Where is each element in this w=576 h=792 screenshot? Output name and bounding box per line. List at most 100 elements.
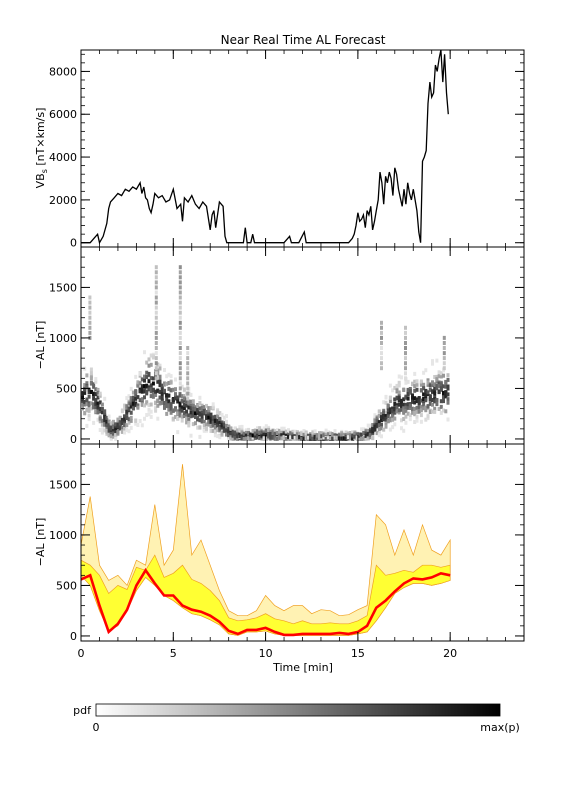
pdf-cell bbox=[96, 404, 100, 409]
pdf-cell bbox=[400, 418, 403, 423]
pdf-spike-cell bbox=[154, 280, 158, 285]
pdf-spike-cell bbox=[380, 330, 383, 335]
pdf-cell bbox=[433, 406, 437, 411]
pdf-cell bbox=[238, 425, 242, 430]
pdf-spike-cell bbox=[442, 335, 446, 340]
pdf-cell bbox=[218, 416, 222, 421]
al-pdf-y-axis-label: −AL [nT] bbox=[34, 321, 47, 370]
pdf-cell bbox=[366, 423, 370, 428]
pdf-cell bbox=[413, 379, 417, 384]
pdf-cell bbox=[342, 436, 346, 441]
pdf-cell bbox=[147, 379, 151, 384]
pdf-cell bbox=[424, 405, 428, 410]
pdf-cell bbox=[143, 395, 146, 400]
pdf-cell bbox=[233, 435, 237, 440]
pdf-cell bbox=[134, 374, 138, 379]
pdf-cell bbox=[258, 435, 262, 440]
pdf-cell bbox=[194, 421, 197, 426]
pdf-cell bbox=[340, 436, 344, 441]
pdf-spike-cell bbox=[154, 305, 158, 310]
pdf-cell bbox=[85, 408, 89, 413]
pdf-cell bbox=[320, 434, 324, 439]
pdf-cell bbox=[138, 398, 142, 403]
pdf-cell bbox=[211, 402, 215, 407]
pdf-cell bbox=[107, 419, 111, 424]
pdf-cell bbox=[118, 415, 122, 420]
pdf-cell bbox=[92, 402, 96, 407]
pdf-spike-cell bbox=[154, 310, 158, 315]
pdf-cell bbox=[114, 429, 118, 433]
pdf-cell bbox=[81, 392, 84, 396]
pdf-spike-cell bbox=[178, 346, 182, 350]
pdf-cell bbox=[112, 427, 115, 432]
pdf-cell bbox=[446, 417, 450, 422]
pdf-cell bbox=[136, 405, 140, 410]
vbs-y-label-main: VB bbox=[34, 173, 47, 188]
pdf-cell bbox=[302, 436, 306, 441]
y-tick-label: 0 bbox=[70, 630, 77, 643]
pdf-cell bbox=[244, 428, 248, 433]
pdf-cell bbox=[439, 399, 443, 404]
pdf-cell bbox=[406, 379, 410, 384]
pdf-cell bbox=[189, 414, 193, 419]
pdf-cell bbox=[402, 388, 406, 392]
pdf-cell bbox=[171, 416, 175, 421]
pdf-cell bbox=[333, 429, 337, 434]
pdf-cell bbox=[125, 404, 129, 409]
pdf-cell bbox=[196, 425, 200, 430]
pdf-cell bbox=[149, 376, 153, 381]
pdf-cell bbox=[98, 419, 102, 424]
pdf-cell bbox=[205, 410, 208, 414]
pdf-spike-cell bbox=[154, 265, 158, 270]
pdf-cell bbox=[118, 426, 122, 431]
pdf-cell bbox=[282, 432, 286, 437]
pdf-spike-cell bbox=[178, 376, 182, 381]
pdf-cell bbox=[160, 383, 164, 388]
pdf-spike-cell bbox=[178, 305, 182, 310]
pdf-cell bbox=[439, 410, 443, 415]
pdf-cell bbox=[127, 401, 131, 406]
pdf-cell bbox=[105, 419, 109, 424]
pdf-spike-cell bbox=[154, 371, 158, 376]
pdf-cell bbox=[92, 396, 96, 401]
pdf-cell bbox=[404, 414, 408, 419]
pdf-cell bbox=[94, 405, 98, 410]
pdf-cell bbox=[424, 393, 428, 398]
pdf-cell bbox=[185, 409, 189, 414]
pdf-cell bbox=[415, 397, 419, 402]
pdf-cell bbox=[264, 424, 268, 429]
pdf-cell bbox=[200, 403, 204, 408]
pdf-cell bbox=[386, 404, 390, 409]
pdf-cell bbox=[140, 402, 144, 407]
pdf-cell bbox=[158, 395, 162, 400]
pdf-cell bbox=[309, 436, 313, 441]
pdf-cell bbox=[176, 430, 180, 435]
pdf-cell bbox=[397, 396, 401, 401]
pdf-cell bbox=[306, 435, 310, 440]
pdf-spike-cell bbox=[154, 300, 158, 305]
pdf-cell bbox=[422, 382, 426, 387]
pdf-cell bbox=[446, 386, 450, 391]
pdf-cell bbox=[163, 401, 166, 405]
pdf-cell bbox=[213, 414, 217, 419]
pdf-cell bbox=[366, 433, 370, 437]
pdf-cell bbox=[140, 397, 144, 402]
pdf-cell bbox=[313, 429, 317, 434]
pdf-cell bbox=[94, 401, 98, 406]
pdf-cell bbox=[182, 396, 186, 401]
pdf-cell bbox=[138, 419, 142, 423]
pdf-cell bbox=[404, 395, 408, 400]
pdf-cell bbox=[92, 405, 96, 410]
pdf-cell bbox=[151, 388, 155, 393]
pdf-cell bbox=[143, 416, 146, 421]
pdf-cell bbox=[105, 429, 109, 434]
pdf-cell bbox=[408, 406, 412, 410]
pdf-cell bbox=[413, 384, 417, 389]
pdf-cell bbox=[151, 381, 155, 386]
pdf-cell bbox=[182, 387, 186, 392]
pdf-cell bbox=[120, 421, 124, 426]
pdf-cell bbox=[169, 380, 173, 385]
pdf-cell bbox=[202, 405, 206, 410]
pdf-cell bbox=[422, 386, 426, 391]
pdf-spike-cell bbox=[88, 295, 92, 300]
